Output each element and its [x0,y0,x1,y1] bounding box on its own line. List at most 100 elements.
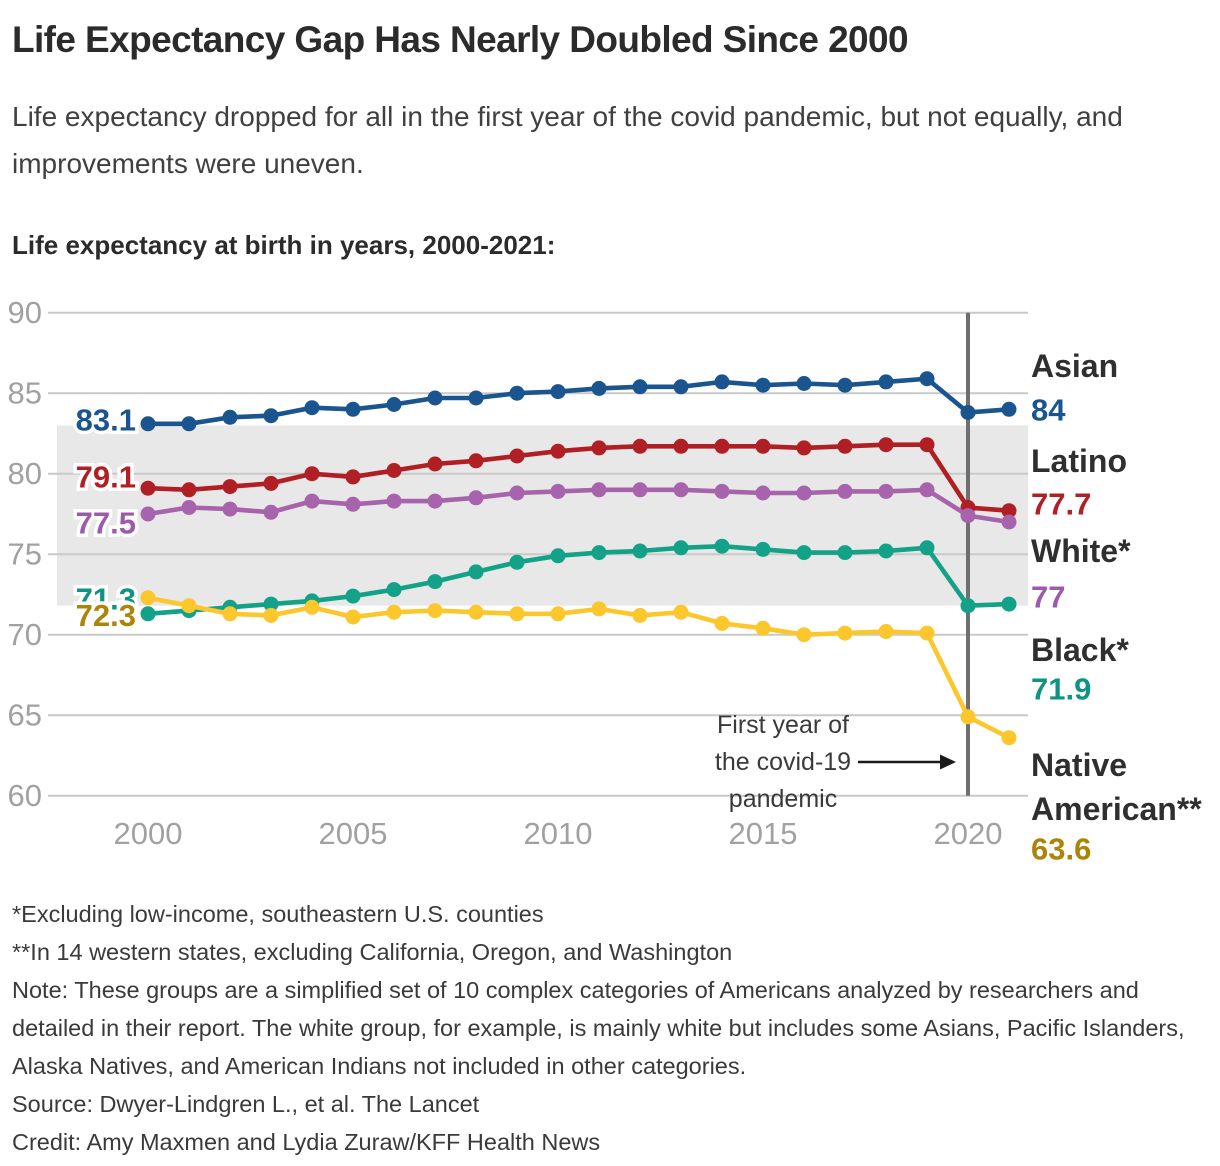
data-point-black-2009 [509,554,525,570]
x-tick-label: 2005 [319,816,388,851]
data-point-black-2007 [427,574,443,590]
year-2000-range-band [57,425,1028,606]
legend-name-white: White* [1031,533,1131,569]
life-expectancy-line-chart: 60 65 70 75 80 85 90 2000 2005 2010 2015 2020 83.1 79… [8,295,1203,867]
footnote-credit: Credit: Amy Maxmen and Lydia Zuraw/KFF H… [12,1129,601,1155]
data-point-latino-2006 [386,463,402,478]
data-point-native-american-2003 [263,607,279,623]
data-point-native-american-2018 [878,624,894,639]
data-point-native-american-2007 [427,603,443,619]
legend-name-black: Black* [1031,632,1129,668]
data-point-native-american-2006 [386,604,402,620]
data-point-white-2019 [919,482,935,498]
y-tick-label: 90 [8,295,42,330]
data-point-native-american-2005 [345,609,361,625]
data-point-white-2009 [509,485,525,501]
data-point-latino-2014 [714,438,730,454]
page-subtitle: Life expectancy dropped for all in the f… [12,101,1123,179]
data-point-white-2008 [468,490,484,506]
data-point-native-american-2014 [714,615,730,631]
footnotes: *Excluding low-income, southeastern U.S.… [12,895,1214,1161]
pandemic-annotation-line: the covid-19 [715,748,851,776]
data-point-asian-2006 [386,397,402,412]
data-point-native-american-2011 [591,601,607,617]
data-point-black-2014 [714,538,730,554]
data-point-native-american-2012 [632,607,648,623]
data-point-latino-2012 [632,438,648,454]
data-point-white-2013 [673,482,689,498]
data-point-white-2018 [878,483,894,499]
data-point-black-2020 [960,598,976,614]
data-point-native-american-2010 [550,606,566,622]
y-tick-label: 85 [8,376,42,411]
data-point-asian-2017 [837,377,853,393]
end-value-label-native-american: 63.6 [1031,832,1091,867]
data-point-latino-2021 [1001,503,1017,519]
data-point-white-2000 [140,506,156,522]
legend-name-native-american: Native American** [1031,747,1202,827]
end-value-label-white: 77 [1031,580,1065,615]
data-point-latino-2007 [427,456,443,472]
data-point-asian-2016 [796,376,812,391]
data-point-asian-2012 [632,379,648,395]
data-point-black-2016 [796,545,812,561]
data-point-latino-2001 [181,482,197,498]
data-point-asian-2009 [509,385,525,401]
data-point-black-2013 [673,540,689,556]
data-point-asian-2004 [304,400,320,416]
data-point-asian-2020 [960,405,976,420]
data-point-black-2012 [632,543,648,559]
data-point-latino-2016 [796,440,812,456]
data-point-native-american-2009 [509,606,525,622]
data-point-asian-2003 [263,408,279,424]
data-point-white-2002 [222,501,238,517]
footnote-source: Source: Dwyer-Lindgren L., et al. The La… [12,1091,480,1117]
data-point-black-2017 [837,545,853,561]
series-line-black [147,543,1010,617]
data-point-latino-2010 [550,443,566,459]
start-value-label-white: 77.5 [76,506,136,541]
data-point-asian-2015 [755,377,771,393]
data-point-asian-2000 [140,416,156,432]
data-point-asian-2010 [550,384,566,400]
data-point-native-american-2002 [222,606,238,622]
end-value-label-latino: 77.7 [1031,487,1091,522]
start-value-label-asian: 83.1 [76,402,136,437]
x-tick-label: 2015 [729,816,798,851]
y-tick-label: 70 [8,617,42,652]
start-value-label-native-american: 72.3 [76,598,136,633]
data-point-asian-2005 [345,401,361,417]
data-point-native-american-2021 [1001,730,1017,746]
x-tick-label: 2000 [114,816,183,851]
pandemic-annotation-line: First year of [717,711,849,739]
data-point-white-2012 [632,482,648,498]
series-line-latino [147,442,1010,513]
legend-name-asian: Asian [1031,348,1118,384]
data-point-white-2003 [263,504,279,520]
data-point-asian-2008 [468,390,484,406]
data-point-white-2014 [714,483,730,499]
data-point-latino-2003 [263,475,279,491]
y-tick-label: 75 [8,537,42,572]
data-point-black-2021 [1001,596,1017,612]
data-point-asian-2013 [673,379,689,395]
data-point-asian-2007 [427,390,443,406]
data-point-latino-2004 [304,466,320,482]
data-point-latino-2013 [673,438,689,454]
data-point-black-2008 [468,564,484,580]
data-point-latino-2000 [140,480,156,496]
series-line-white [147,487,1010,525]
data-point-white-2004 [304,493,320,509]
data-point-white-2007 [427,493,443,509]
data-point-black-2000 [140,606,156,622]
y-tick-label: 65 [8,698,42,733]
page-title: Life Expectancy Gap Has Nearly Doubled S… [12,19,909,60]
data-point-latino-2018 [878,437,894,453]
data-point-white-2011 [591,482,607,498]
start-value-label-black: 71.3 [76,581,136,616]
data-point-white-2010 [550,483,566,499]
data-point-native-american-2000 [140,590,156,606]
data-point-white-2021 [1001,514,1017,530]
data-point-white-2001 [181,500,197,515]
